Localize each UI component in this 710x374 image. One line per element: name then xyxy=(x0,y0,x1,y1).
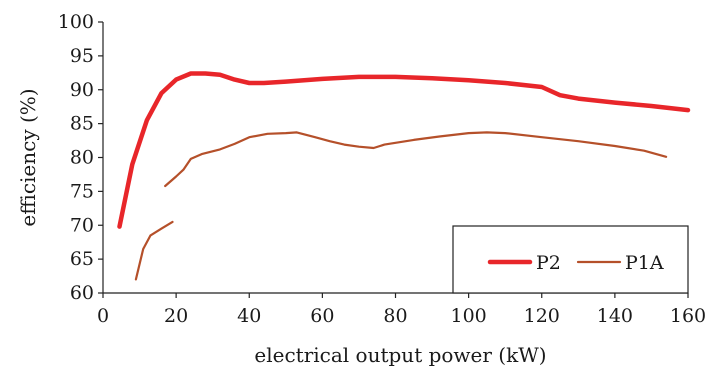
y-tick-label: 95 xyxy=(70,45,94,67)
x-tick-label: 60 xyxy=(310,305,334,327)
y-tick-label: 65 xyxy=(70,248,94,270)
x-tick-label: 160 xyxy=(670,305,706,327)
x-tick-label: 20 xyxy=(164,305,188,327)
legend: P2 P1A xyxy=(452,225,689,294)
x-tick-label: 120 xyxy=(524,305,560,327)
series-layer xyxy=(117,71,691,281)
y-tick-label: 100 xyxy=(58,11,94,33)
series-line-p1a-segment-1 xyxy=(134,220,174,281)
y-tick-label: 60 xyxy=(70,282,94,304)
x-tick-label: 40 xyxy=(237,305,261,327)
legend-label-p1a: P1A xyxy=(625,252,664,274)
series-line-p2-segment-1 xyxy=(117,71,691,229)
legend-label-p2: P2 xyxy=(536,252,561,274)
y-tick-label: 70 xyxy=(70,214,94,236)
x-tick-label: 100 xyxy=(450,305,486,327)
axes: 60 65 70 75 80 85 90 95 100 0 20 40 60 80 100 120 140 160 xyxy=(58,11,706,327)
legend-box xyxy=(452,225,689,294)
y-tick-label: 90 xyxy=(70,79,94,101)
x-axis-title: electrical output power (kW) xyxy=(254,343,546,367)
y-tick-label: 80 xyxy=(70,147,94,169)
y-axis-title: efficiency (%) xyxy=(16,88,40,226)
x-tick-label: 0 xyxy=(97,305,109,327)
x-tick-label: 80 xyxy=(383,305,407,327)
y-tick-label: 75 xyxy=(70,180,94,202)
x-tick-label: 140 xyxy=(597,305,633,327)
y-tick-label: 85 xyxy=(70,113,94,135)
series-line-p1a-segment-2 xyxy=(164,131,668,188)
